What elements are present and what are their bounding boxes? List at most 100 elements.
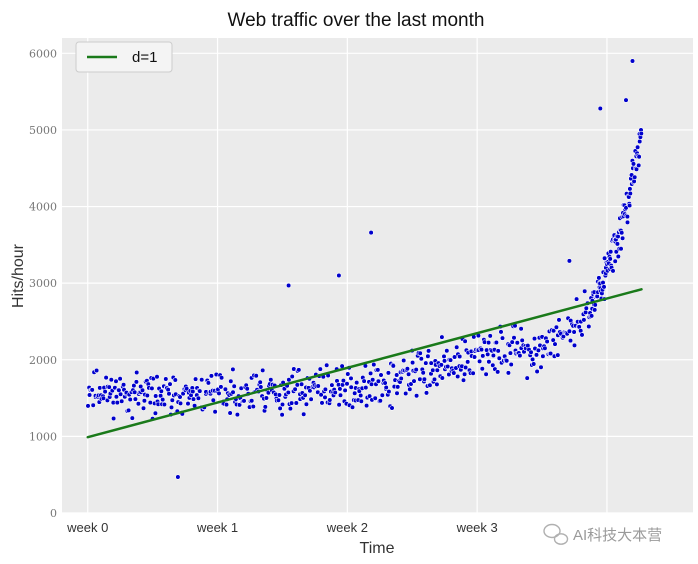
scatter-point [496, 355, 502, 361]
x-tick-label: week 1 [196, 520, 238, 535]
scatter-point [368, 381, 375, 387]
scatter-point [367, 393, 373, 399]
scatter-point [358, 392, 364, 399]
scatter-point [218, 384, 224, 390]
scatter-point [480, 353, 486, 359]
scatter-point [319, 400, 325, 406]
scatter-point [518, 326, 524, 332]
scatter-point [444, 348, 450, 354]
scatter-point [199, 377, 205, 383]
scatter-point [454, 344, 460, 350]
scatter-point [524, 375, 530, 381]
legend-box [75, 41, 173, 73]
scatter-point [485, 351, 491, 358]
scatter-point [89, 387, 95, 393]
scatter-point [452, 354, 458, 360]
scatter-point [553, 324, 560, 330]
scatter-point [410, 360, 416, 366]
scatter-point [102, 389, 108, 395]
scatter-point [303, 401, 310, 407]
scatter-point [407, 386, 413, 392]
scatter-point [507, 350, 514, 356]
scatter-point [495, 369, 501, 375]
scatter-point [462, 371, 468, 377]
scatter-point [382, 380, 388, 386]
scatter-point [390, 363, 396, 369]
scatter-point [195, 395, 201, 401]
scatter-point [540, 353, 546, 359]
scatter-point [370, 377, 376, 383]
scatter-point [583, 305, 589, 311]
scatter-point [608, 249, 614, 255]
scatter-point [293, 400, 299, 406]
scatter-point [286, 282, 292, 289]
scatter-point [462, 338, 468, 344]
scatter-point [336, 272, 342, 279]
scatter-point [216, 390, 222, 397]
scatter-point [212, 409, 218, 415]
scatter-point [465, 359, 471, 365]
scatter-point [141, 398, 147, 404]
scatter-point [113, 394, 119, 400]
scatter-point [117, 391, 124, 397]
scatter-point [337, 392, 344, 398]
scatter-point [505, 370, 512, 376]
scatter-point [227, 410, 233, 416]
scatter-point [363, 385, 369, 391]
scatter-point [336, 402, 342, 408]
scatter-point [601, 255, 608, 261]
scatter-point [172, 377, 178, 383]
scatter-point [618, 246, 624, 252]
scatter-point [556, 317, 562, 323]
scatter-point [486, 340, 492, 346]
scatter-point [154, 374, 160, 380]
scatter-point [418, 356, 424, 362]
scatter-point [478, 347, 485, 353]
scatter-point [322, 386, 329, 393]
tick-labels: week 0 week 1 week 2 week 3 0 1000 2000 3000 400… [29, 47, 498, 535]
scatter-point [149, 385, 155, 392]
scatter-point [613, 249, 619, 255]
scatter-point [131, 383, 137, 389]
scatter-point [428, 360, 434, 366]
scatter-point [398, 375, 404, 382]
y-tick-label: 0 [50, 507, 57, 520]
scatter-point [250, 403, 256, 410]
scatter-point [210, 397, 216, 403]
y-tick-label: 2000 [29, 354, 57, 367]
scatter-point [615, 233, 621, 240]
scatter-point [361, 378, 367, 384]
scatter-point [296, 367, 302, 373]
scatter-point [533, 352, 540, 358]
scatter-point [230, 389, 236, 395]
scatter-point [375, 367, 381, 373]
scatter-point [479, 366, 485, 372]
scatter-point [634, 144, 641, 150]
scatter-point [427, 382, 433, 388]
scatter-point [624, 214, 631, 220]
scatter-point [597, 105, 603, 112]
scatter-point [208, 373, 214, 379]
scatter-point [139, 387, 146, 393]
scatter-point [425, 353, 431, 359]
scatter-point [268, 377, 274, 383]
scatter-point [97, 385, 103, 391]
scatter-point [299, 381, 305, 387]
scatter-point [120, 382, 127, 388]
scatter-point [636, 154, 642, 160]
scatter-point [327, 397, 333, 403]
scatter-point [439, 334, 445, 340]
scatter-point [538, 364, 544, 370]
scatter-point [153, 393, 159, 399]
scatter-point [571, 342, 578, 349]
scatter-point [529, 356, 536, 363]
watermark: AI科技大本营 [543, 523, 662, 545]
scatter-point [134, 369, 140, 376]
scatter-point [594, 293, 600, 300]
scatter-point [434, 381, 440, 388]
scatter-point [106, 384, 112, 390]
scatter-point [378, 372, 384, 378]
y-tick-label: 5000 [29, 124, 57, 137]
scatter-point [566, 258, 573, 264]
scatter-point [423, 390, 430, 396]
